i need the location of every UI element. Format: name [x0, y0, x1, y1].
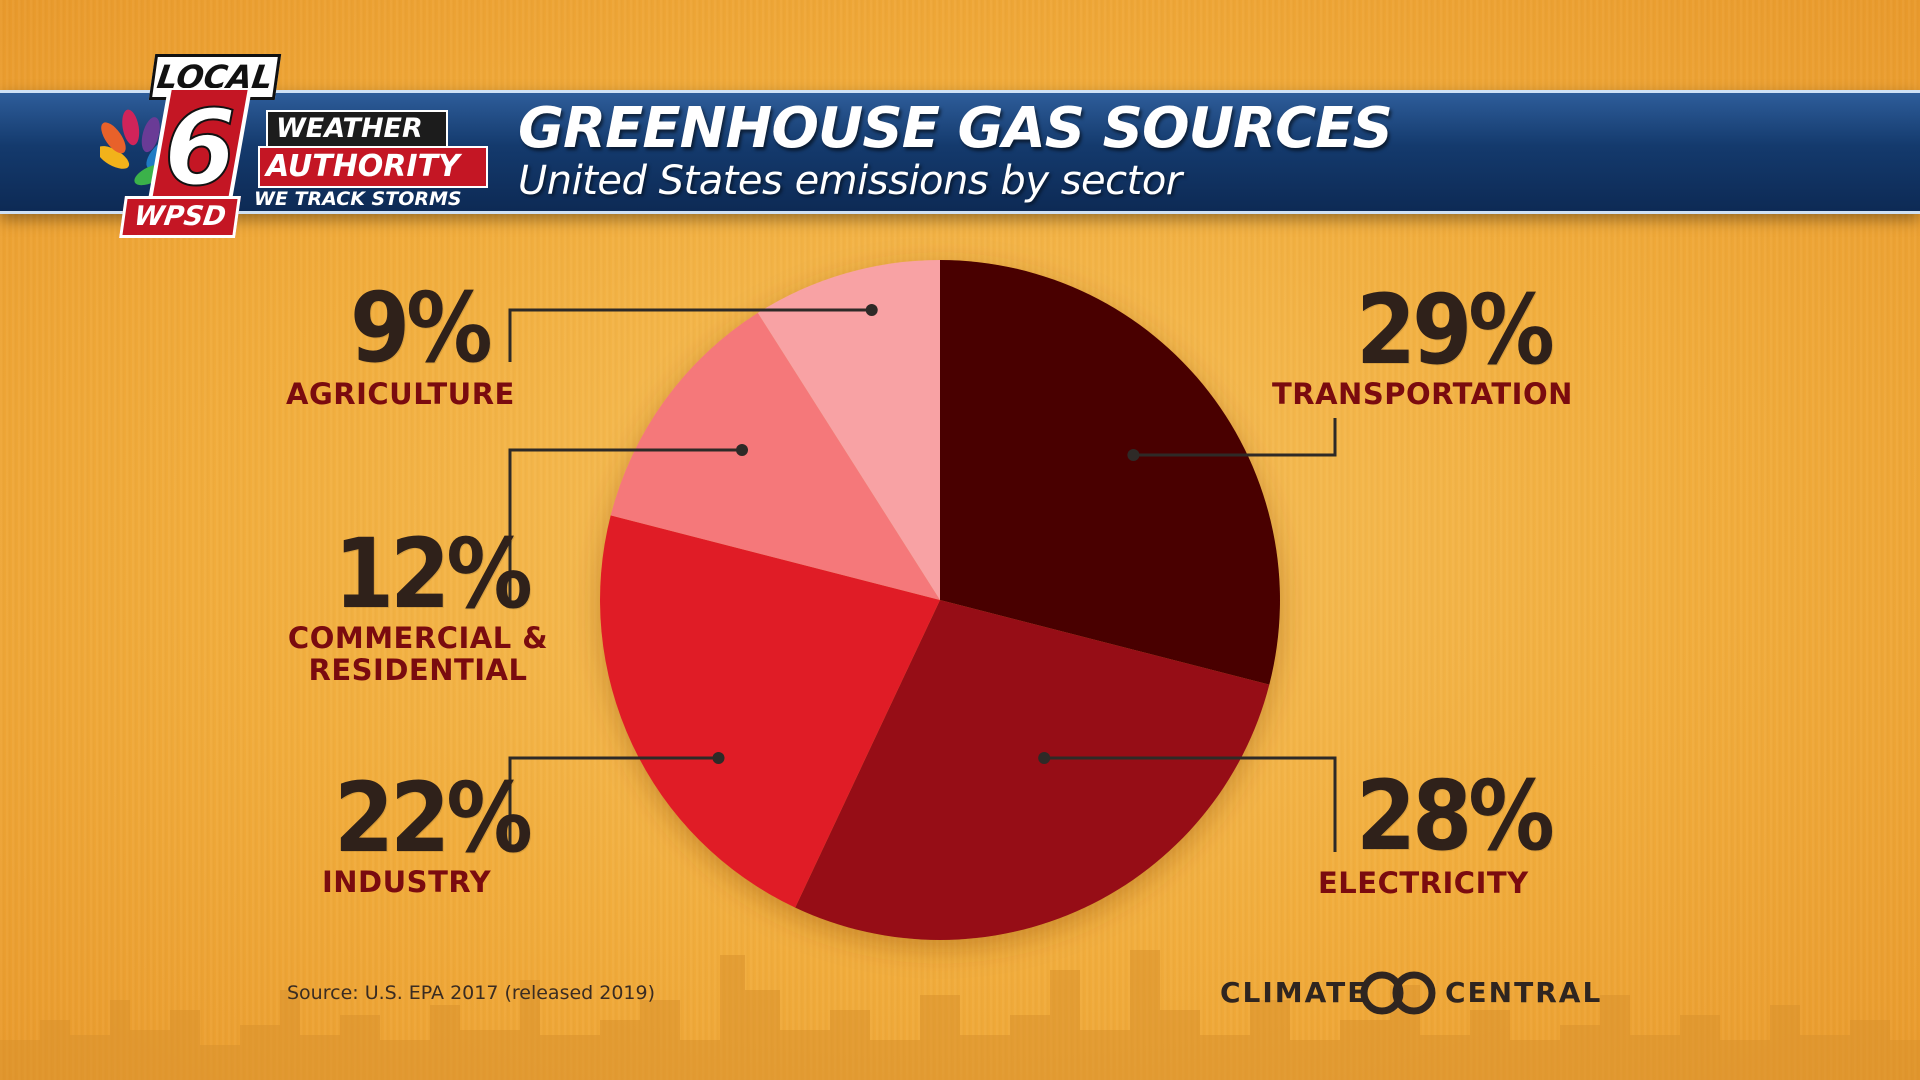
slice-value-label: 28%	[1356, 760, 1555, 872]
slice-category-label: COMMERCIAL & RESIDENTIAL	[287, 621, 549, 687]
leader-dot	[712, 752, 725, 764]
leader-line	[508, 304, 878, 362]
leader-line	[1127, 418, 1337, 461]
slice-category-label: ELECTRICITY	[1318, 866, 1529, 900]
climate-central-rings-icon	[1360, 971, 1436, 1015]
station-logo: LOCAL 6 WPSD WEATHER AUTHORITY WE TRACK …	[100, 50, 490, 240]
leader-line	[508, 752, 725, 848]
slice-value-label: 9%	[350, 272, 493, 384]
logo-central-text: CENTRAL	[1445, 976, 1603, 1009]
leader-line	[508, 444, 748, 606]
logo-channel-number: 6	[164, 88, 236, 200]
slice-value-label: 29%	[1356, 274, 1555, 386]
climate-central-logo: CLIMATE CENTRAL	[1220, 964, 1600, 1020]
slice-category-label: INDUSTRY	[322, 865, 492, 899]
chart-subtitle: United States emissions by sector	[518, 158, 1182, 204]
slice-value-label: 12%	[334, 518, 533, 630]
city-skyline-silhouette	[0, 950, 1920, 1080]
leader-dot	[1038, 752, 1051, 764]
slice-category-label: TRANSPORTATION	[1272, 377, 1573, 411]
pie-slice	[795, 600, 1270, 940]
logo-climate-text: CLIMATE	[1220, 976, 1369, 1009]
pie-slice	[600, 515, 940, 908]
slice-category-label: AGRICULTURE	[286, 377, 515, 411]
logo-tagline-text: WE TRACK STORMS	[254, 188, 462, 210]
leader-line	[1038, 752, 1337, 852]
peacock-six-emblem: 6	[100, 88, 253, 200]
logo-weather-text: WEATHER	[266, 110, 448, 148]
chart-title: GREENHOUSE GAS SOURCES	[518, 96, 1393, 161]
slice-value-label: 22%	[334, 762, 533, 874]
leader-dot	[736, 444, 748, 456]
leader-dot	[865, 304, 878, 316]
logo-authority-text: AUTHORITY	[258, 146, 488, 188]
pie-slice	[610, 312, 940, 600]
source-note: Source: U.S. EPA 2017 (released 2019)	[287, 982, 656, 1004]
pie-slice	[940, 260, 1280, 685]
pie-slice	[757, 259, 940, 600]
leader-dot	[1127, 449, 1140, 461]
